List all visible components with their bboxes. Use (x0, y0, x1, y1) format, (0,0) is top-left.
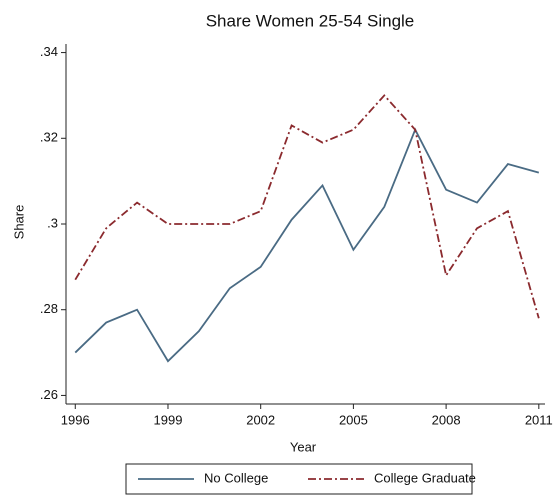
legend-label: College Graduate (374, 470, 476, 485)
y-tick-label: .26 (40, 387, 58, 402)
x-axis-label: Year (290, 439, 317, 454)
x-tick-label: 2011 (525, 412, 553, 427)
y-tick-label: .28 (40, 301, 58, 316)
x-tick-label: 1996 (61, 412, 90, 427)
y-tick-label: .32 (40, 130, 58, 145)
y-axis-label: Share (11, 205, 26, 240)
x-tick-label: 2008 (432, 412, 461, 427)
y-tick-label: .3 (47, 215, 58, 230)
series-line (74, 94, 540, 319)
series-line (74, 127, 540, 363)
x-tick-label: 2002 (246, 412, 275, 427)
legend-box (125, 463, 473, 495)
chart-title: Share Women 25-54 Single (206, 11, 415, 30)
x-tick-label: 1999 (154, 412, 183, 427)
y-tick-label: .34 (40, 44, 58, 59)
legend-label: No College (204, 470, 268, 485)
x-tick-label: 2005 (339, 412, 368, 427)
